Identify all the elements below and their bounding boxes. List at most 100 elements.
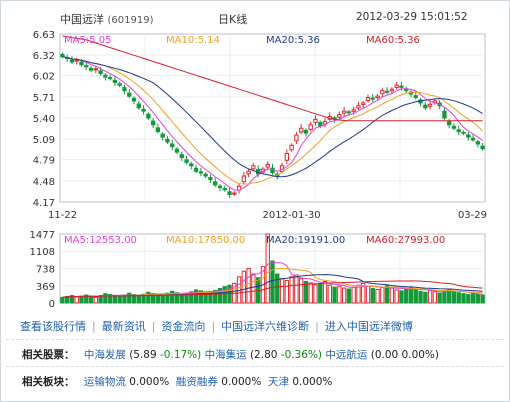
volume-tick-label: 1477	[30, 230, 55, 241]
candle-body	[155, 127, 161, 133]
divider	[6, 366, 504, 367]
divider	[6, 339, 504, 340]
datetime-label: 2012-03-29 15:01:52	[356, 11, 468, 23]
price-tick-label: 5.09	[33, 135, 55, 146]
candle-body	[346, 111, 352, 114]
kline-chart[interactable]: 6.63 6.32 6.02 5.71 5.40 5.09 4.79 4.48 4.1711-2…	[0, 0, 510, 310]
volume-bar	[251, 273, 256, 304]
candle-body	[165, 138, 170, 143]
volume-bar	[370, 288, 375, 304]
volume-bar	[265, 233, 270, 304]
volume-bar	[389, 287, 395, 304]
volume-bar	[79, 295, 84, 304]
related-stock-link[interactable]: 中海发展	[83, 349, 126, 361]
price-legend-item: MA60:5.36	[366, 35, 420, 46]
candle-body	[127, 92, 132, 97]
candle-body	[103, 74, 108, 78]
volume-bar	[461, 293, 466, 304]
volume-bar	[308, 282, 313, 304]
link-latest-news[interactable]: 最新资讯	[101, 320, 146, 333]
price-ma20-line	[62, 56, 483, 178]
candle-body	[122, 87, 127, 92]
candle-body	[351, 109, 356, 112]
sector-link[interactable]: 天津	[268, 376, 289, 388]
candle-body	[389, 88, 395, 92]
volume-bar	[155, 294, 161, 304]
volume-legend-item: MA20:19191.00	[266, 235, 345, 246]
link-fund-flow[interactable]: 资金流向	[161, 320, 206, 333]
volume-bar	[404, 288, 409, 304]
volume-bar	[298, 278, 304, 304]
volume-bar	[418, 290, 423, 304]
volume-bar	[170, 290, 175, 304]
candle-body	[313, 118, 318, 123]
volume-bar	[384, 285, 390, 304]
candle-body	[232, 192, 237, 195]
sector-link[interactable]: 融资融券	[175, 376, 218, 388]
link-separator: |	[211, 320, 216, 333]
related-stock-change: 0.00%)	[401, 349, 439, 361]
candle-body	[117, 83, 122, 86]
sector-link[interactable]: 运输物流	[83, 376, 126, 388]
sector-pct: 0.000%	[221, 376, 262, 388]
candle-body	[222, 188, 227, 191]
volume-bar	[289, 276, 294, 304]
candle-body	[298, 127, 304, 133]
volume-bar	[88, 295, 94, 304]
volume-bar	[131, 294, 137, 304]
volume-bar	[442, 290, 447, 304]
volume-bar	[103, 293, 108, 304]
volume-bar	[341, 287, 347, 304]
volume-bar	[313, 284, 318, 304]
candle-body	[365, 97, 371, 102]
related-stock-link[interactable]: 中海集运	[204, 349, 247, 361]
candle-body	[322, 120, 328, 125]
candle-body	[423, 104, 428, 109]
related-stocks-row: 相关股票： 中海发展 (5.89 -0.17%) 中海集运 (2.80 -0.3…	[22, 347, 439, 362]
volume-bar	[294, 274, 299, 304]
link-six-dim-diagnosis[interactable]: 中国远洋六维诊断	[221, 320, 310, 333]
volume-legend-item: MA10:17850.00	[166, 235, 245, 246]
candle-body	[380, 90, 385, 95]
candle-body	[107, 77, 113, 80]
candle-body	[184, 159, 189, 163]
link-separator: |	[151, 320, 156, 333]
volume-bar	[241, 270, 247, 304]
volume-bar	[160, 294, 165, 304]
volume-bar	[93, 296, 98, 304]
price-tick-label: 6.02	[33, 72, 55, 83]
volume-bar	[318, 282, 323, 304]
volume-bar	[380, 287, 385, 304]
candle-body	[203, 173, 208, 177]
candle-body	[69, 59, 75, 63]
volume-bar	[74, 296, 79, 304]
volume-bar	[332, 286, 337, 304]
stock-name: 中国远洋	[60, 13, 104, 26]
link-weibo[interactable]: 进入中国远洋微博	[324, 320, 413, 333]
price-tick-label: 6.32	[33, 51, 55, 62]
candle-body	[265, 163, 270, 168]
volume-bar	[432, 291, 438, 304]
link-view-quote[interactable]: 查看该股行情	[20, 320, 86, 333]
volume-bar	[322, 281, 328, 304]
volume-bar	[470, 292, 476, 304]
related-stock-change: -0.36%)	[280, 349, 323, 361]
candle-body	[193, 167, 199, 172]
link-separator: |	[92, 320, 96, 333]
price-legend-item: MA5:5.05	[64, 35, 111, 46]
price-tick-label: 4.17	[33, 198, 55, 209]
volume-bar	[284, 280, 289, 304]
candle-body	[227, 191, 232, 195]
volume-bar	[327, 284, 332, 304]
candle-body	[251, 165, 256, 170]
volume-bar	[98, 295, 103, 304]
related-stock-link[interactable]: 中远航运	[325, 349, 368, 361]
candle-body	[198, 171, 204, 174]
date-tick-label: 03-29	[458, 210, 487, 221]
candle-body	[179, 154, 184, 159]
candle-body	[146, 113, 151, 119]
volume-bar	[184, 293, 189, 304]
related-stock-price: (2.80	[249, 349, 278, 361]
volume-bar	[303, 281, 309, 304]
candle-body	[394, 84, 399, 88]
